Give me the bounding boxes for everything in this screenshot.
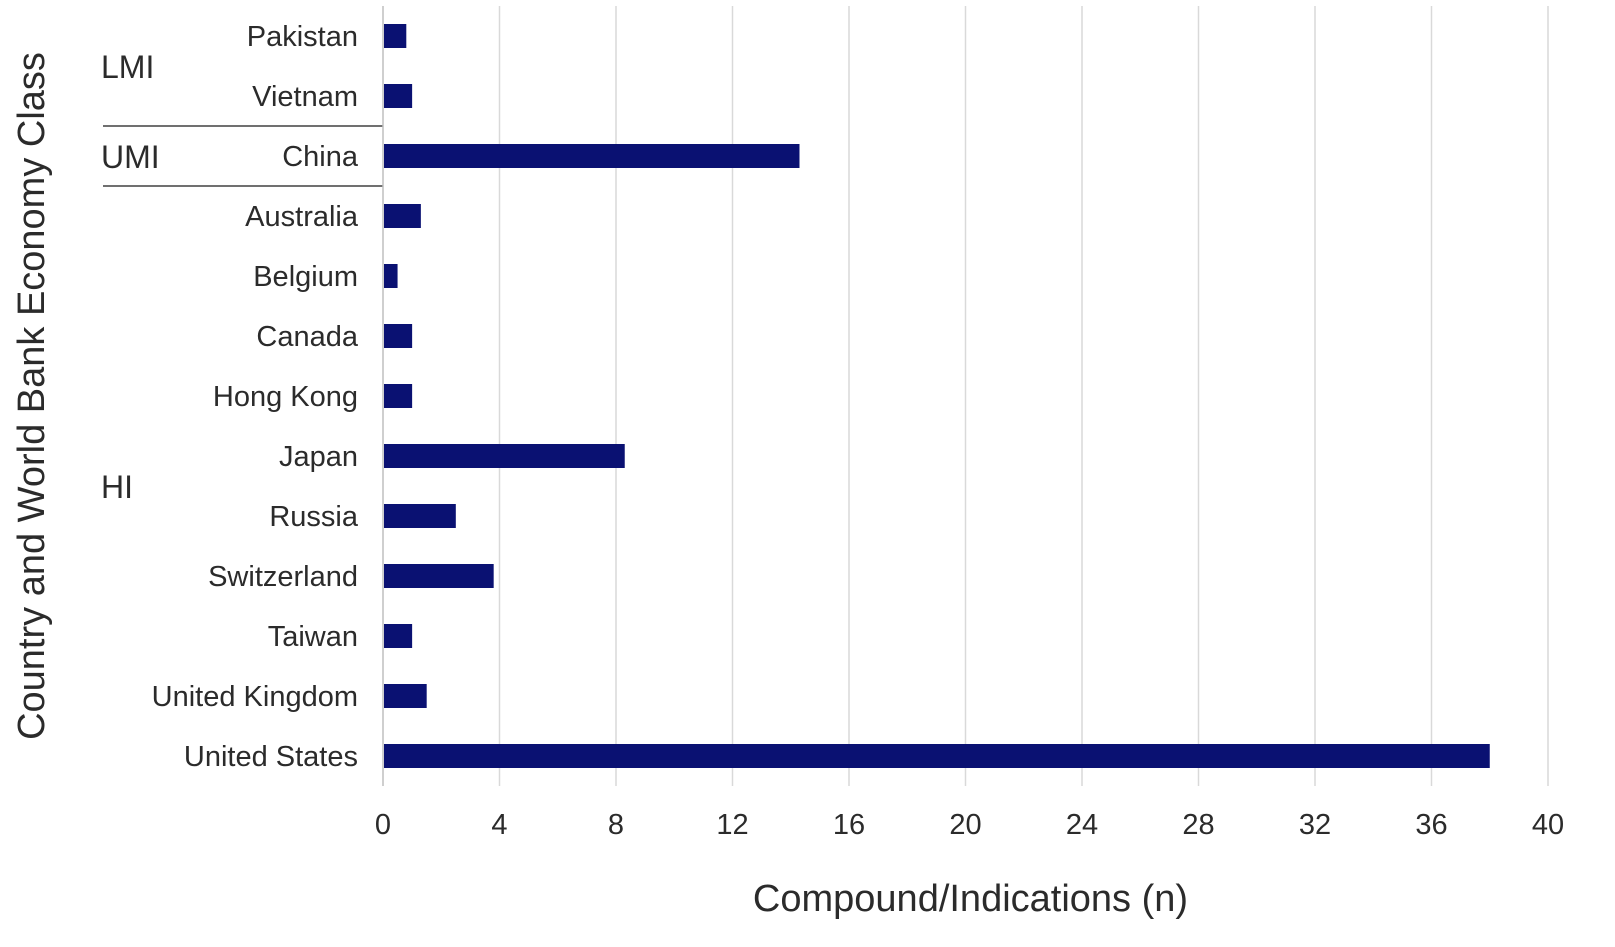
bar-vietnam (384, 84, 413, 108)
x-tick-label: 8 (608, 809, 624, 841)
bar-belgium (384, 264, 398, 288)
category-label: Hong Kong (213, 381, 358, 413)
category-label: Pakistan (247, 21, 358, 53)
category-labels: Pakistan Vietnam China Australia Belgium Cana… (152, 21, 359, 773)
bar-united-kingdom (384, 684, 427, 708)
x-tick-label: 40 (1532, 809, 1564, 841)
bar-switzerland (384, 564, 494, 588)
gridlines (498, 6, 1549, 786)
bar-canada (384, 324, 413, 348)
category-label: Switzerland (208, 561, 358, 593)
x-axis-title: Compound/Indications (n) (753, 878, 1188, 920)
group-label-lmi: LMI (101, 49, 154, 85)
x-tick-label: 12 (716, 809, 748, 841)
category-label: Russia (269, 501, 359, 533)
x-tick-label: 4 (491, 809, 507, 841)
bar-australia (384, 204, 421, 228)
x-tick-label: 36 (1415, 809, 1447, 841)
bar-taiwan (384, 624, 413, 648)
group-labels: LMI UMI HI (101, 49, 383, 505)
category-label: United States (184, 741, 358, 773)
group-label-umi: UMI (101, 139, 160, 175)
x-tick-label: 16 (833, 809, 865, 841)
bar-united-states (384, 744, 1490, 768)
bar-russia (384, 504, 456, 528)
bar-pakistan (384, 24, 407, 48)
category-label: Australia (245, 201, 359, 233)
group-label-hi: HI (101, 469, 133, 505)
category-label: United Kingdom (152, 681, 358, 713)
x-tick-label: 0 (375, 809, 391, 841)
bar-china (384, 144, 800, 168)
x-tick-label: 24 (1066, 809, 1098, 841)
x-tick-label: 28 (1182, 809, 1214, 841)
category-label: Japan (279, 441, 358, 473)
category-label: Taiwan (268, 621, 358, 653)
x-tick-labels: 0 4 8 12 16 20 24 28 32 36 40 (375, 809, 1564, 841)
x-tick-label: 32 (1299, 809, 1331, 841)
x-tick-label: 20 (949, 809, 981, 841)
bar-japan (384, 444, 625, 468)
y-axis-title: Country and World Bank Economy Class (11, 52, 53, 740)
category-label: Belgium (253, 261, 358, 293)
category-label: China (282, 141, 359, 173)
bar-hong-kong (384, 384, 413, 408)
category-label: Vietnam (252, 81, 358, 113)
bars (384, 24, 1490, 768)
category-label: Canada (256, 321, 358, 353)
